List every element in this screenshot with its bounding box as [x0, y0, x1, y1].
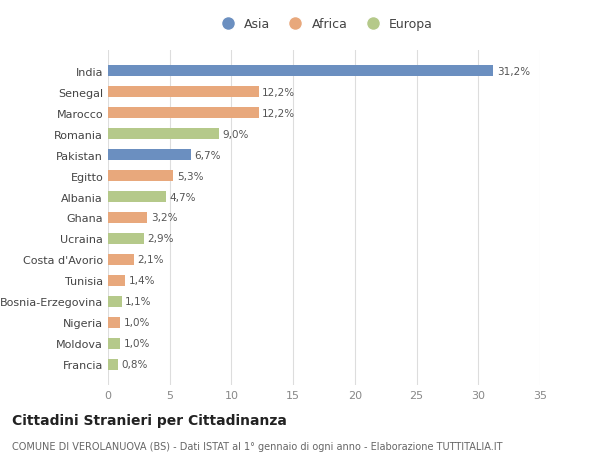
Text: 5,3%: 5,3%: [177, 171, 203, 181]
Bar: [108, 129, 219, 140]
Text: 31,2%: 31,2%: [497, 67, 530, 77]
Text: 1,1%: 1,1%: [125, 297, 152, 307]
Text: 1,0%: 1,0%: [124, 318, 151, 328]
Bar: [108, 66, 493, 77]
Bar: [108, 275, 125, 286]
Bar: [108, 233, 144, 245]
Text: 9,0%: 9,0%: [223, 129, 249, 139]
Text: 12,2%: 12,2%: [262, 108, 295, 118]
Bar: [108, 170, 173, 182]
Text: 2,1%: 2,1%: [137, 255, 164, 265]
Bar: [108, 296, 122, 308]
Text: 1,4%: 1,4%: [129, 276, 155, 286]
Bar: [108, 212, 148, 224]
Bar: [108, 359, 118, 370]
Text: 3,2%: 3,2%: [151, 213, 178, 223]
Text: Cittadini Stranieri per Cittadinanza: Cittadini Stranieri per Cittadinanza: [12, 413, 287, 427]
Text: COMUNE DI VEROLANUOVA (BS) - Dati ISTAT al 1° gennaio di ogni anno - Elaborazion: COMUNE DI VEROLANUOVA (BS) - Dati ISTAT …: [12, 441, 503, 451]
Text: 2,9%: 2,9%: [148, 234, 174, 244]
Text: 1,0%: 1,0%: [124, 339, 151, 349]
Bar: [108, 338, 121, 349]
Bar: [108, 150, 191, 161]
Legend: Asia, Africa, Europa: Asia, Africa, Europa: [211, 13, 437, 36]
Bar: [108, 107, 259, 119]
Text: 4,7%: 4,7%: [170, 192, 196, 202]
Text: 6,7%: 6,7%: [194, 150, 221, 160]
Text: 0,8%: 0,8%: [122, 359, 148, 369]
Bar: [108, 254, 134, 266]
Text: 12,2%: 12,2%: [262, 87, 295, 97]
Bar: [108, 317, 121, 329]
Bar: [108, 87, 259, 98]
Bar: [108, 191, 166, 203]
